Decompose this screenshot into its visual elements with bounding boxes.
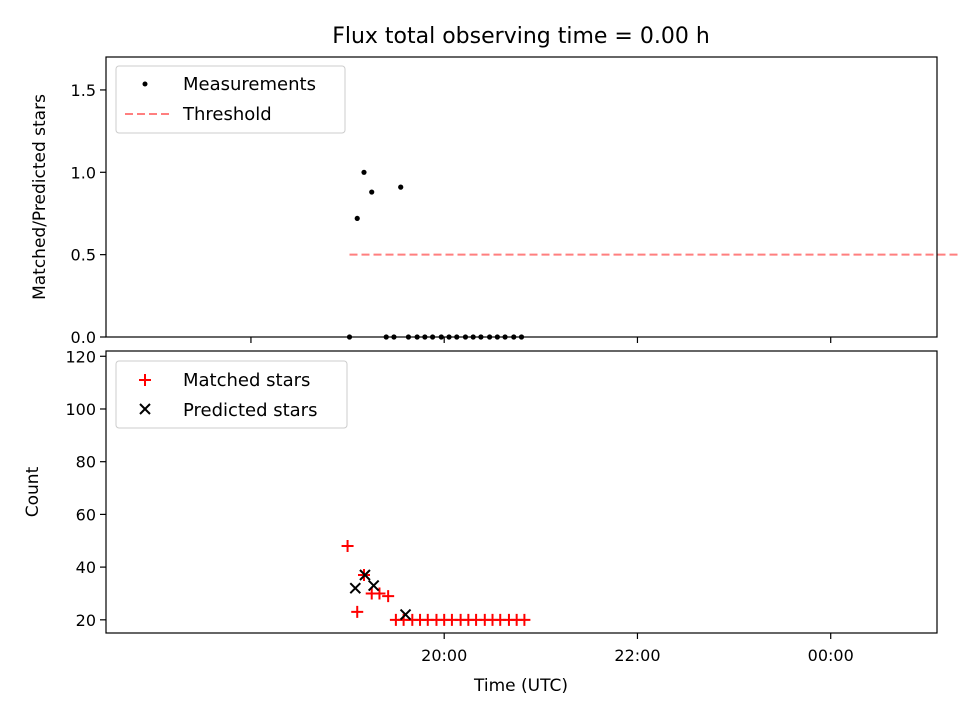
ratio-y-tick-label: 0.0 — [71, 328, 96, 347]
matched-stars-point — [518, 613, 531, 626]
ratio-y-tick-label: 1.5 — [71, 81, 96, 100]
legend-threshold-label: Threshold — [182, 104, 272, 125]
count-legend-box — [115, 360, 348, 429]
ratio-axes-frame — [105, 56, 938, 338]
count-plot-area — [341, 540, 531, 626]
figure-title: Flux total observing time = 0.00 h — [332, 24, 710, 49]
ratio-panel: 0.0 0.5 1.0 1.5 Matched/Predicted stars Mea… — [30, 56, 960, 347]
ratio-y-tick-label: 0.5 — [71, 246, 96, 265]
measurements-point — [369, 189, 375, 195]
legend-predicted-label: Predicted stars — [183, 400, 317, 421]
count-y-tick-label: 40 — [76, 558, 96, 577]
matched-stars-point — [382, 590, 395, 603]
ratio-legend[interactable]: Measurements Threshold — [115, 65, 346, 134]
count-y-tick-label: 100 — [65, 400, 96, 419]
matched-stars-point — [351, 605, 364, 618]
ratio-y-tick-label: 1.0 — [71, 163, 96, 182]
matched-stars-point — [341, 540, 354, 553]
legend-predicted-swatch — [139, 403, 151, 415]
measurements-point — [398, 184, 404, 190]
count-y-ticks: 20 40 60 80 100 120 — [65, 347, 106, 630]
predicted-stars-point — [399, 608, 412, 621]
count-y-tick-label: 60 — [76, 505, 96, 524]
predicted-stars-point — [359, 569, 371, 581]
count-y-tick-label: 80 — [76, 453, 96, 472]
ratio-legend-box — [115, 65, 346, 134]
ratio-plot-area — [346, 169, 960, 340]
legend-measurements-label: Measurements — [183, 74, 316, 95]
count-x-tick-label: 20:00 — [421, 646, 467, 665]
count-y-tick-label: 120 — [65, 347, 96, 366]
count-axes-frame — [105, 350, 938, 634]
predicted-stars-point — [349, 582, 362, 594]
measurements-point — [354, 215, 360, 222]
count-y-axis-label: Count — [23, 466, 43, 517]
time-x-axis-label: Time (UTC) — [473, 676, 568, 696]
ratio-x-ticks — [250, 337, 832, 343]
count-y-tick-label: 20 — [76, 611, 96, 630]
ratio-y-ticks: 0.0 0.5 1.0 1.5 — [71, 81, 106, 347]
legend-matched-swatch — [139, 374, 151, 386]
predicted-stars-point — [367, 579, 380, 592]
legend-matched-label: Matched stars — [183, 370, 310, 391]
count-x-tick-label: 22:00 — [614, 646, 660, 665]
measurements-point — [361, 169, 367, 175]
count-legend[interactable]: Matched stars Predicted stars — [115, 360, 348, 429]
ratio-y-axis-label: Matched/Predicted stars — [30, 94, 50, 300]
legend-measurements-swatch — [142, 81, 148, 87]
count-x-tick-label: 00:00 — [808, 646, 854, 665]
matched-stars-point — [373, 587, 386, 600]
